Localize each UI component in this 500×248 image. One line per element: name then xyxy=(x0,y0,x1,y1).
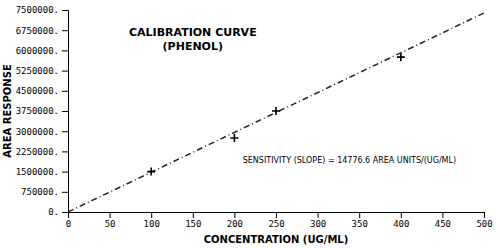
x-tick-mark xyxy=(276,212,277,218)
data-point xyxy=(230,134,238,142)
y-axis-title: AREA RESPONSE xyxy=(2,64,13,158)
y-tick: 3750000. xyxy=(16,106,68,116)
y-tick: 750000. xyxy=(21,187,68,197)
y-tick-label: 0. xyxy=(48,207,59,217)
y-tick: 6750000. xyxy=(16,26,68,36)
y-tick: 5250000. xyxy=(16,66,68,76)
y-tick: 2250000. xyxy=(16,147,68,157)
data-point xyxy=(272,107,280,115)
y-tick-label: 4500000. xyxy=(16,86,59,96)
x-tick-mark xyxy=(484,212,485,218)
y-axis: 0. 750000. 1500000. 2250000. 3000000. 3750000… xyxy=(16,5,69,217)
y-tick-label: 3000000. xyxy=(16,127,59,137)
x-tick-mark xyxy=(442,212,443,218)
y-tick-mark xyxy=(62,151,68,152)
texts: CALIBRATION CURVE(PHENOL) SENSITIVITY (SL… xyxy=(129,26,456,165)
x-tick: 450 xyxy=(435,212,451,229)
title: CALIBRATION CURVE xyxy=(129,26,257,39)
x-tick-label: 150 xyxy=(185,219,201,229)
x-tick-label: 350 xyxy=(352,219,368,229)
x-axis: 0 50 100 150 200 250 300 350 400 450 500 xyxy=(66,212,493,229)
x-tick-mark xyxy=(401,212,402,218)
y-tick-mark xyxy=(62,172,68,173)
x-tick: 350 xyxy=(352,212,368,229)
y-tick: 1500000. xyxy=(16,167,68,177)
x-tick: 150 xyxy=(185,212,201,229)
x-tick-mark xyxy=(110,212,111,218)
regression-line xyxy=(68,13,484,212)
y-tick-mark xyxy=(62,91,68,92)
plot: 0 50 100 150 200 250 300 350 400 450 500 0. 750000. 1… xyxy=(16,5,493,229)
x-tick: 400 xyxy=(393,212,409,229)
marks xyxy=(68,13,484,212)
x-tick: 50 xyxy=(105,212,116,229)
x-tick-label: 500 xyxy=(476,219,492,229)
subtitle: (PHENOL) xyxy=(163,40,223,53)
x-tick: 500 xyxy=(476,212,492,229)
y-tick: 6000000. xyxy=(16,46,68,56)
y-tick: 0. xyxy=(48,207,68,217)
y-tick-label: 750000. xyxy=(21,187,59,197)
data-point xyxy=(397,53,405,61)
y-tick-label: 5250000. xyxy=(16,66,59,76)
y-tick-mark xyxy=(62,131,68,132)
x-tick-mark xyxy=(193,212,194,218)
x-axis-title: CONCENTRATION (UG/ML) xyxy=(204,234,349,245)
y-tick: 3000000. xyxy=(16,127,68,137)
y-tick-label: 3750000. xyxy=(16,106,59,116)
y-tick-label: 6000000. xyxy=(16,46,59,56)
x-tick-label: 250 xyxy=(268,219,284,229)
y-axis-line xyxy=(62,11,69,213)
x-tick-label: 50 xyxy=(105,219,116,229)
y-tick-label: 7500000. xyxy=(16,5,59,15)
x-tick-mark xyxy=(359,212,360,218)
y-tick-mark xyxy=(62,30,68,31)
y-tick-mark xyxy=(62,10,68,11)
y-tick-mark xyxy=(62,192,68,193)
annotation: SENSITIVITY (SLOPE) = 14776.6 AREA UNITS… xyxy=(243,156,456,165)
x-tick-mark xyxy=(234,212,235,218)
y-tick: 7500000. xyxy=(16,5,68,15)
x-tick-label: 0 xyxy=(66,219,71,229)
x-tick: 250 xyxy=(268,212,284,229)
x-tick: 300 xyxy=(310,212,326,229)
x-tick: 100 xyxy=(144,212,160,229)
y-tick-mark xyxy=(62,212,68,213)
x-tick-label: 300 xyxy=(310,219,326,229)
y-tick-mark xyxy=(62,111,68,112)
x-tick-label: 100 xyxy=(144,219,160,229)
data-point xyxy=(147,168,155,176)
y-tick-label: 6750000. xyxy=(16,26,59,36)
x-tick: 200 xyxy=(227,212,243,229)
x-tick-label: 200 xyxy=(227,219,243,229)
x-tick: 0 xyxy=(66,212,71,229)
x-tick-mark xyxy=(318,212,319,218)
y-tick-mark xyxy=(62,50,68,51)
y-tick-label: 2250000. xyxy=(16,147,59,157)
x-tick-mark xyxy=(151,212,152,218)
y-tick-mark xyxy=(62,71,68,72)
y-tick: 4500000. xyxy=(16,86,68,96)
y-tick-label: 1500000. xyxy=(16,167,59,177)
chart: 0 50 100 150 200 250 300 350 400 450 500 0. 750000. 1… xyxy=(0,0,500,248)
x-tick-label: 450 xyxy=(435,219,451,229)
x-axis-line xyxy=(69,213,485,219)
x-tick-label: 400 xyxy=(393,219,409,229)
